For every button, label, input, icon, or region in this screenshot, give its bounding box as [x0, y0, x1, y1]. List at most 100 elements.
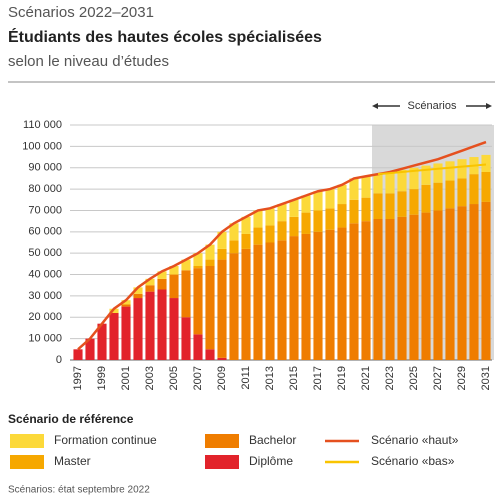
bar-segment	[181, 317, 191, 360]
bar-segment	[265, 225, 275, 243]
bar-segment	[301, 195, 311, 213]
bar-segment	[265, 208, 275, 226]
bar-segment	[97, 323, 107, 360]
bar-segment	[121, 306, 131, 360]
scenario-line	[77, 140, 487, 351]
bar-segment	[433, 182, 443, 211]
bar-segment	[253, 227, 263, 245]
bar-segment	[325, 208, 335, 230]
x-tick-label: 2027	[432, 366, 444, 390]
bar-segment	[217, 231, 227, 249]
legend-label: Diplôme	[249, 454, 293, 468]
bar-segment	[133, 287, 143, 294]
bar-segment	[289, 199, 299, 217]
bar-segment	[241, 248, 251, 360]
bar-segment	[481, 154, 491, 172]
bar-segment	[193, 268, 203, 335]
bar-segment	[193, 253, 203, 266]
bar-segment	[169, 274, 179, 299]
bar-segment	[205, 349, 215, 360]
bar-segment	[133, 298, 143, 360]
x-tick-label: 2003	[144, 366, 156, 390]
bar-segment	[337, 184, 347, 205]
bar-segment	[385, 193, 395, 219]
bar-segment	[73, 349, 83, 360]
bar-segment	[469, 174, 479, 205]
bar-segment	[193, 266, 203, 269]
bar-segment	[409, 214, 419, 360]
bar-segment	[457, 206, 467, 360]
y-tick-label: 10 000	[28, 333, 62, 345]
bar-segment	[109, 308, 119, 313]
bar-segment	[397, 216, 407, 360]
bar-segment	[421, 212, 431, 360]
y-tick-label: 50 000	[28, 247, 62, 259]
bar-segment	[241, 216, 251, 234]
arrow-head	[486, 103, 492, 109]
bar-segment	[145, 285, 155, 292]
bar-segment	[193, 334, 203, 360]
bar-segment	[409, 189, 419, 215]
bar-segment	[349, 223, 359, 360]
bar-segment	[277, 204, 287, 222]
x-tick-label: 2013	[264, 366, 276, 390]
arrow-head	[372, 103, 378, 109]
bar-segment	[373, 174, 383, 194]
legend-label: Formation continue	[54, 433, 157, 447]
y-tick-label: 0	[56, 354, 62, 366]
y-tick-label: 70 000	[28, 204, 62, 216]
legend-swatch	[205, 434, 239, 448]
y-tick-label: 20 000	[28, 311, 62, 323]
x-tick-label: 2019	[336, 366, 348, 390]
bar-segment	[325, 189, 335, 209]
legend-label: Master	[54, 454, 91, 468]
bar-segment	[265, 242, 275, 360]
legend-label: Bachelor	[249, 433, 296, 447]
bar-segment	[181, 270, 191, 318]
y-tick-label: 90 000	[28, 162, 62, 174]
bar-segment	[217, 357, 227, 360]
bar-segment	[385, 172, 395, 194]
bar-segment	[313, 231, 323, 360]
bar-segment	[325, 229, 335, 360]
legend-swatch	[10, 455, 44, 469]
bar-segment	[313, 210, 323, 232]
bar-segment	[481, 172, 491, 202]
x-tick-label: 2017	[312, 366, 324, 390]
bar-segment	[433, 210, 443, 360]
bar-segment	[421, 165, 431, 185]
y-tick-label: 80 000	[28, 183, 62, 195]
chart-title: Étudiants des hautes écoles spécialisées	[8, 27, 322, 46]
bar-segment	[253, 244, 263, 360]
scenario-annotation: Scénarios	[408, 100, 457, 112]
bar-segment	[121, 300, 131, 305]
y-tick-label: 110 000	[23, 119, 62, 131]
x-tick-label: 2009	[216, 366, 228, 390]
x-tick-label: 1999	[96, 366, 108, 390]
bar-segment	[397, 191, 407, 217]
x-tick-label: 2011	[240, 366, 252, 390]
bar-segment	[253, 210, 263, 228]
bar-segment	[121, 304, 131, 307]
bar-segment	[157, 278, 167, 290]
bar-segment	[337, 227, 347, 360]
bar-segment	[361, 221, 371, 360]
x-tick-label: 2031	[480, 366, 492, 390]
bar-segment	[469, 204, 479, 360]
bar-segment	[145, 291, 155, 360]
bar-segment	[289, 216, 299, 237]
bar-segment	[409, 167, 419, 190]
bar-segment	[337, 204, 347, 228]
bar-segment	[157, 271, 167, 279]
bar-segment	[181, 259, 191, 271]
x-tick-label: 2029	[456, 366, 468, 390]
bar-segment	[289, 236, 299, 360]
bar-segment	[385, 219, 395, 360]
legend-label: Scénario «haut»	[371, 433, 459, 447]
bar-segment	[277, 240, 287, 360]
y-tick-label: 30 000	[28, 290, 62, 302]
x-tick-label: 2015	[288, 366, 300, 390]
legend-title: Scénario de référence	[8, 412, 134, 426]
legend-swatch	[10, 434, 44, 448]
